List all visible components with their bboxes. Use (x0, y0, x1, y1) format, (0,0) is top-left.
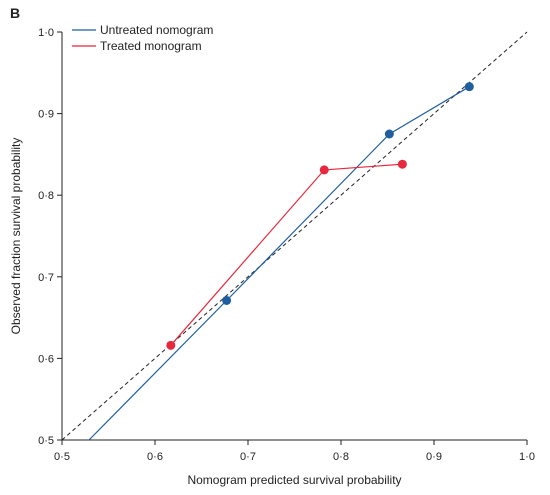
data-point-1-0 (166, 340, 176, 350)
legend-label-untreated: Untreated nomogram (100, 23, 213, 37)
x-tick-label: 1·0 (519, 451, 535, 463)
y-tick-label: 0·5 (38, 435, 54, 447)
data-point-1-1 (319, 165, 329, 175)
legend: Untreated nomogram Treated monogram (72, 23, 213, 53)
reference-diagonal-line (61, 31, 528, 441)
y-tick-label: 0·7 (38, 272, 54, 284)
x-axis-ticks: 0·5 0·6 0·7 0·8 0·9 1·0 (54, 440, 535, 463)
y-tick-label: 0·9 (38, 109, 54, 121)
y-axis-ticks: 0·5 0·6 0·7 0·8 0·9 1·0 (38, 27, 62, 447)
x-axis-label: Nomogram predicted survival probability (187, 473, 401, 487)
series-line-0 (88, 86, 470, 441)
x-tick-label: 0·7 (240, 451, 256, 463)
data-point-0-0 (222, 295, 232, 305)
x-tick-label: 0·8 (333, 451, 349, 463)
x-tick-label: 0·9 (426, 451, 442, 463)
x-tick-label: 0·5 (54, 451, 70, 463)
legend-label-treated: Treated monogram (100, 39, 202, 53)
panel-label: B (10, 5, 20, 21)
y-tick-label: 1·0 (38, 27, 54, 39)
series-layer (88, 82, 474, 441)
y-tick-label: 0·8 (38, 190, 54, 202)
y-tick-label: 0·6 (38, 353, 54, 365)
data-point-0-1 (384, 129, 394, 139)
data-point-0-2 (464, 82, 474, 92)
data-point-1-2 (397, 159, 407, 169)
y-axis-label: Observed fraction survival probability (9, 138, 23, 335)
series-line-1 (170, 163, 403, 346)
x-tick-label: 0·6 (147, 451, 163, 463)
axes (61, 32, 527, 441)
